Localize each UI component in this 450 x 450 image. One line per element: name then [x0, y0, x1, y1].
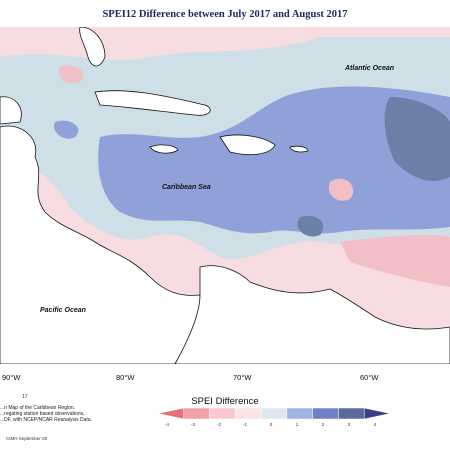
note-line: ...DF, with NCEP/NCAR Reanalysis Data.	[0, 417, 92, 423]
note-number: 17	[22, 394, 28, 400]
legend-swatch	[183, 408, 210, 419]
legend-swatch	[312, 408, 339, 419]
legend-tick: -4	[164, 422, 170, 427]
longitude-label-70w: 70°W	[233, 373, 252, 382]
longitude-label-80w: 80°W	[116, 373, 135, 382]
cuba-land	[94, 90, 211, 116]
credit-text: CIMH September-20	[6, 436, 48, 441]
dark-blue-region-2	[297, 215, 324, 237]
notes-block: ...n Map of the Caribbean Region. ...reg…	[0, 405, 120, 423]
puerto-rico-land	[289, 145, 309, 153]
legend-tick: 1	[295, 422, 299, 427]
medium-blue-region-3	[54, 120, 79, 139]
legend-tick: -2	[216, 422, 222, 427]
pacific-label: Pacific Ocean	[40, 307, 86, 314]
land-group	[0, 27, 450, 364]
legend-tick: 3	[347, 422, 351, 427]
legend-tick: 0	[269, 422, 273, 427]
legend-tick: -1	[242, 422, 248, 427]
jamaica-land	[149, 144, 179, 154]
yucatan-land	[0, 96, 22, 125]
legend-swatch	[260, 408, 288, 419]
pink-pocket-2	[328, 178, 354, 201]
spei-map: Atlantic Ocean Caribbean Sea Pacific Oce…	[0, 27, 450, 364]
medium-blue-region	[98, 86, 450, 234]
atlantic-label: Atlantic Ocean	[344, 65, 394, 72]
legend-swatch	[338, 408, 365, 419]
legend-swatch	[286, 408, 313, 419]
map-title: SPEI12 Difference between July 2017 and …	[102, 9, 348, 20]
legend-ticks: -4 -3 -2 -1 0 1 2 3 4	[0, 422, 450, 430]
note-line: ...regating station based observations,	[0, 411, 85, 417]
dark-blue-region	[384, 97, 450, 182]
legend-colorbar	[158, 408, 390, 419]
longitude-label-60w: 60°W	[360, 373, 379, 382]
legend-tick: 2	[321, 422, 325, 427]
hispaniola-land	[219, 134, 276, 156]
south-america-land	[174, 265, 450, 364]
note-line: ...n Map of the Caribbean Region.	[0, 405, 76, 411]
longitude-label-90w: 90°W	[2, 373, 21, 382]
florida-land	[79, 27, 106, 67]
legend-swatch	[209, 408, 236, 419]
pink-pocket	[58, 65, 84, 84]
caribbean-label: Caribbean Sea	[162, 184, 211, 191]
legend-swatch	[235, 408, 262, 419]
legend-swatch	[158, 408, 185, 419]
legend-tick: -3	[190, 422, 196, 427]
legend-title: SPEI Difference	[191, 396, 259, 407]
legend-tick: 4	[373, 422, 377, 427]
pink-pocket-3	[340, 234, 450, 287]
legend-swatch	[363, 408, 390, 419]
